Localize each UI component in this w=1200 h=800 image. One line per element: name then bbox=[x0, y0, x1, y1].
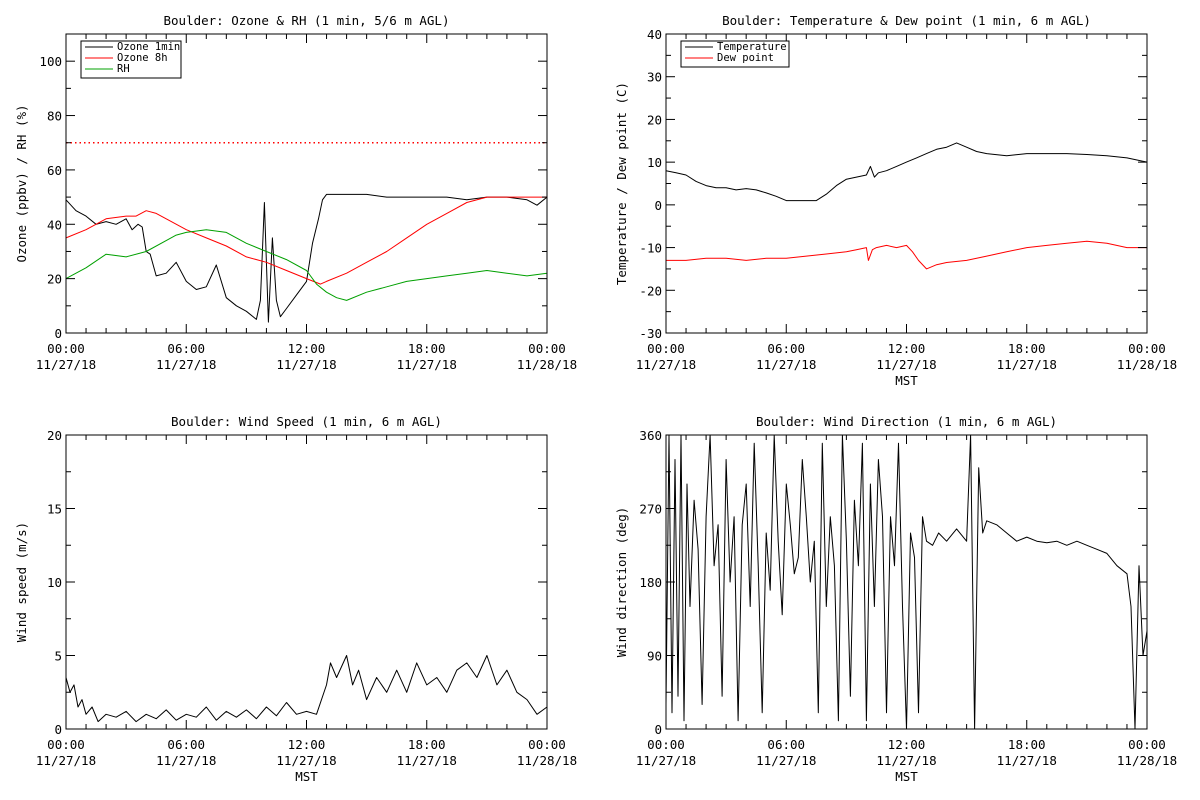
x-tick-date-label: 11/27/18 bbox=[276, 357, 336, 372]
y-tick-label: 15 bbox=[47, 502, 62, 517]
chart-title: Boulder: Ozone & RH (1 min, 5/6 m AGL) bbox=[164, 13, 450, 28]
x-tick-date-label: 11/27/18 bbox=[156, 753, 216, 768]
y-axis-label: Temperature / Dew point (C) bbox=[614, 82, 629, 285]
x-tick-label: 00:00 bbox=[1128, 737, 1166, 752]
chart-panel-wind_speed: Boulder: Wind Speed (1 min, 6 m AGL) 0 5 10… bbox=[14, 414, 577, 784]
x-tick-label: 00:00 bbox=[647, 737, 685, 752]
legend-label: RH bbox=[117, 63, 130, 75]
y-tick-label: 60 bbox=[47, 163, 62, 178]
y-tick-label: 270 bbox=[639, 502, 662, 517]
chart-title: Boulder: Wind Speed (1 min, 6 m AGL) bbox=[171, 414, 442, 429]
legend-label: Temperature bbox=[717, 41, 787, 53]
y-axis-label: Ozone (ppbv) / RH (%) bbox=[14, 104, 29, 262]
y-tick-label: 10 bbox=[47, 575, 62, 590]
x-tick-date-label: 11/27/18 bbox=[276, 753, 336, 768]
plot-frame bbox=[65, 33, 548, 334]
y-tick-label: 80 bbox=[47, 109, 62, 124]
y-tick-label: 360 bbox=[639, 428, 662, 443]
y-tick-label: 100 bbox=[39, 54, 62, 69]
x-tick-date-label: 11/27/18 bbox=[397, 753, 457, 768]
x-tick-date-label: 11/27/18 bbox=[876, 753, 936, 768]
x-tick-label: 06:00 bbox=[767, 341, 805, 356]
y-tick-label: -20 bbox=[639, 283, 662, 298]
y-tick-label: 20 bbox=[47, 272, 62, 287]
series-line-dew-point bbox=[666, 240, 1147, 270]
x-tick-date-label: 11/27/18 bbox=[876, 357, 936, 372]
x-tick-date-label: 11/27/18 bbox=[156, 357, 216, 372]
x-tick-label: 06:00 bbox=[167, 737, 205, 752]
series-line-data bbox=[65, 655, 548, 723]
chart-panel-wind_direction: Boulder: Wind Direction (1 min, 6 m AGL)… bbox=[614, 414, 1177, 784]
chart-panel-ozone_rh: Boulder: Ozone & RH (1 min, 5/6 m AGL) 0 2… bbox=[14, 13, 577, 372]
x-tick-date-label: 11/27/18 bbox=[36, 753, 96, 768]
x-axis-label: MST bbox=[295, 769, 318, 784]
series-line-data bbox=[665, 434, 1148, 730]
x-tick-label: 18:00 bbox=[408, 737, 446, 752]
y-tick-label: 30 bbox=[647, 70, 662, 85]
plot-frame bbox=[665, 33, 1148, 334]
y-tick-label: 20 bbox=[47, 428, 62, 443]
y-tick-label: -30 bbox=[639, 326, 662, 341]
plot-frame bbox=[665, 434, 1148, 730]
chart-title: Boulder: Temperature & Dew point (1 min,… bbox=[722, 13, 1091, 28]
y-tick-label: 10 bbox=[647, 155, 662, 170]
x-tick-label: 06:00 bbox=[767, 737, 805, 752]
y-tick-label: 0 bbox=[654, 198, 662, 213]
series-line-rh bbox=[65, 229, 548, 301]
x-tick-label: 12:00 bbox=[888, 341, 926, 356]
chart-title: Boulder: Wind Direction (1 min, 6 m AGL) bbox=[756, 414, 1057, 429]
y-tick-label: 0 bbox=[54, 722, 62, 737]
x-tick-date-label: 11/27/18 bbox=[36, 357, 96, 372]
legend-label: Dew point bbox=[717, 52, 774, 64]
x-tick-date-label: 11/27/18 bbox=[636, 753, 696, 768]
x-tick-label: 00:00 bbox=[647, 341, 685, 356]
x-tick-label: 12:00 bbox=[888, 737, 926, 752]
y-tick-label: 90 bbox=[647, 649, 662, 664]
chart-panel-temp_dew: Boulder: Temperature & Dew point (1 min,… bbox=[614, 13, 1177, 388]
legend-label: Ozone 8h bbox=[117, 52, 168, 64]
x-tick-date-label: 11/28/18 bbox=[517, 357, 577, 372]
y-tick-label: 0 bbox=[654, 722, 662, 737]
y-tick-label: 5 bbox=[54, 649, 62, 664]
x-tick-date-label: 11/27/18 bbox=[997, 753, 1057, 768]
plot-frame bbox=[65, 434, 548, 730]
y-tick-label: -10 bbox=[639, 241, 662, 256]
x-tick-label: 06:00 bbox=[167, 341, 205, 356]
x-tick-label: 18:00 bbox=[408, 341, 446, 356]
x-tick-date-label: 11/28/18 bbox=[1117, 357, 1177, 372]
series-line-ozone-8h bbox=[65, 196, 547, 285]
series-line-temperature bbox=[665, 142, 1148, 202]
x-tick-label: 18:00 bbox=[1008, 341, 1046, 356]
x-tick-date-label: 11/28/18 bbox=[1117, 753, 1177, 768]
y-tick-label: 20 bbox=[647, 112, 662, 127]
series-line-ozone-1min bbox=[65, 193, 548, 323]
x-tick-date-label: 11/27/18 bbox=[397, 357, 457, 372]
x-tick-label: 00:00 bbox=[1128, 341, 1166, 356]
x-tick-date-label: 11/27/18 bbox=[756, 357, 816, 372]
y-tick-label: 40 bbox=[47, 217, 62, 232]
x-tick-label: 00:00 bbox=[528, 737, 566, 752]
y-axis-label: Wind speed (m/s) bbox=[14, 522, 29, 642]
x-tick-label: 12:00 bbox=[288, 737, 326, 752]
x-tick-date-label: 11/27/18 bbox=[997, 357, 1057, 372]
x-tick-label: 18:00 bbox=[1008, 737, 1046, 752]
x-axis-label: MST bbox=[895, 769, 918, 784]
x-tick-label: 00:00 bbox=[47, 737, 85, 752]
legend-label: Ozone 1min bbox=[117, 41, 180, 53]
y-axis-label: Wind direction (deg) bbox=[614, 507, 629, 658]
x-axis-label: MST bbox=[895, 373, 918, 388]
legend-box bbox=[680, 40, 790, 68]
x-tick-date-label: 11/28/18 bbox=[517, 753, 577, 768]
y-tick-label: 0 bbox=[54, 326, 62, 341]
y-tick-label: 40 bbox=[647, 27, 662, 42]
x-tick-label: 00:00 bbox=[528, 341, 566, 356]
x-tick-label: 12:00 bbox=[288, 341, 326, 356]
x-tick-label: 00:00 bbox=[47, 341, 85, 356]
x-tick-date-label: 11/27/18 bbox=[636, 357, 696, 372]
y-tick-label: 180 bbox=[639, 575, 662, 590]
x-tick-date-label: 11/27/18 bbox=[756, 753, 816, 768]
